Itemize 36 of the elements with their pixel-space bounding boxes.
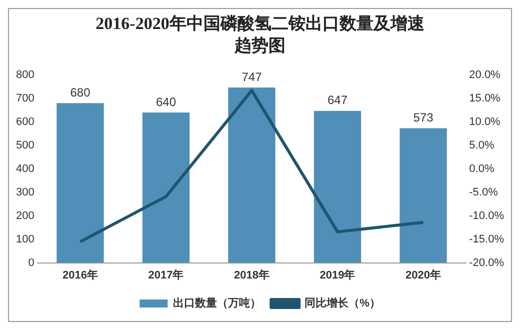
x-tick-label: 2020年: [406, 268, 442, 282]
legend-label: 出口数量（万吨）: [173, 296, 262, 310]
x-tick-label: 2016年: [62, 268, 98, 282]
y-tick-label: 300: [16, 186, 34, 198]
y-tick-label: 200: [16, 210, 34, 222]
data-label: 573: [413, 110, 434, 125]
y2-tick-label: -20.0%: [469, 256, 504, 269]
legend-label: 同比增长（%）: [304, 296, 380, 310]
y-tick-label: 800: [16, 69, 34, 82]
bar: [56, 103, 104, 263]
data-label: 647: [327, 93, 348, 108]
y2-tick-label: 5.0%: [469, 139, 494, 152]
y2-tick-label: 10.0%: [469, 116, 501, 128]
y2-tick-label: -10.0%: [469, 210, 504, 222]
bar: [228, 87, 276, 263]
x-tick-label: 2017年: [148, 268, 184, 282]
y-tick-label: 600: [16, 116, 34, 128]
x-tick-label: 2018年: [234, 268, 270, 282]
y2-tick-label: 15.0%: [469, 92, 501, 105]
chart-title: 2016-2020年中国磷酸氢二铵出口数量及增速趋势图: [95, 13, 425, 57]
bar: [314, 110, 362, 263]
y2-tick-label: 0.0%: [469, 162, 494, 175]
x-tick-label: 2019年: [320, 268, 356, 282]
y-tick-label: 400: [16, 162, 34, 175]
bar: [400, 128, 447, 263]
y2-tick-label: 20.0%: [469, 69, 501, 82]
data-label: 680: [70, 85, 91, 100]
y-tick-label: 100: [16, 233, 34, 246]
data-label: 640: [156, 94, 176, 109]
data-label: 747: [242, 70, 262, 84]
y-tick-label: 500: [16, 139, 34, 152]
y2-tick-label: -5.0%: [469, 186, 498, 198]
bar: [142, 112, 190, 263]
y-tick-label: 0: [28, 256, 34, 269]
y2-tick-label: -15.0%: [469, 233, 504, 246]
y-tick-label: 700: [16, 92, 34, 105]
